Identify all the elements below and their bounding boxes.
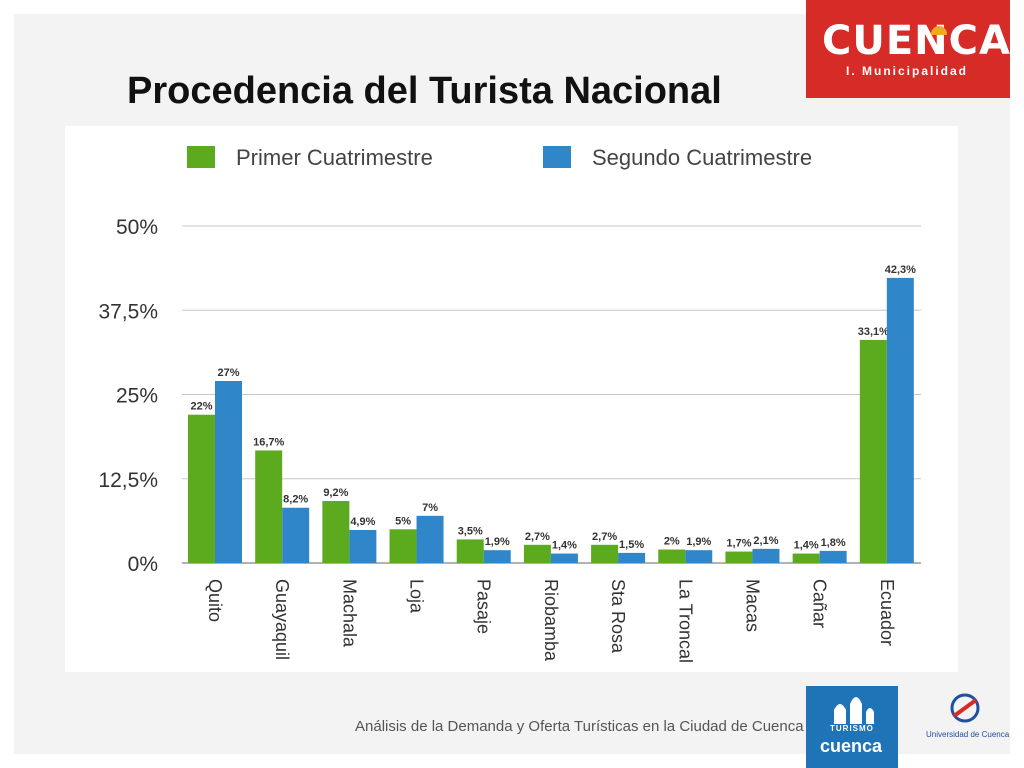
data-label: 2,7% [592,531,617,543]
x-tick-label: Cañar [810,579,830,628]
data-label: 27% [217,367,239,379]
brand-subtitle: I. Municipalidad [846,64,969,78]
footer-caption: Análisis de la Demanda y Oferta Turístic… [355,718,804,735]
bar-segundo [416,515,444,563]
data-label: 9,2% [323,487,348,499]
data-label: 2,1% [753,535,778,547]
data-label: 1,4% [794,540,819,552]
x-tick-label: Riobamba [541,579,561,662]
x-tick-label: Macas [742,579,762,632]
x-tick-label: Loja [407,579,427,614]
data-label: 1,9% [485,536,510,548]
bar-chart: 0% 12,5% 25% 37,5% 50% Primer Cuatrimestre Seg… [98,145,921,663]
bar-segundo [215,381,242,563]
data-label: 22% [190,401,212,413]
legend-swatch [543,146,571,168]
turismo-cuenca-logo: TURISMO cuenca [806,686,898,768]
legend-swatch [187,146,215,168]
bar-segundo [685,550,713,563]
data-label: 2,7% [525,531,550,543]
bar-segundo [349,529,377,563]
bar-primer [322,500,350,563]
universidad-cuenca-logo: Universidad de Cuenca [920,690,1010,750]
x-tick-label: Guayaquil [272,579,292,660]
bar-segundo [819,550,847,563]
brand-name: CUENCA [822,18,1011,64]
bar-primer [859,339,887,563]
data-label: 5% [395,515,411,527]
bar-primer [725,551,753,563]
legend-label: Primer Cuatrimestre [236,145,433,170]
data-label: 7% [422,502,438,514]
data-label: 33,1% [858,326,889,338]
bar-primer [389,529,417,563]
turismo-name: cuenca [820,736,883,756]
x-tick-label: Quito [205,579,225,622]
cuenca-logo: CUENCA I. Municipalidad [806,0,1010,98]
bar-segundo [886,277,914,563]
data-label: 1,9% [686,536,711,548]
chart-panel: 0% 12,5% 25% 37,5% 50% Primer Cuatrimestre Seg… [65,126,958,672]
data-label: 1,8% [821,537,846,549]
data-label: 2% [664,536,680,548]
university-emblem-icon [950,693,980,723]
legend-label: Segundo Cuatrimestre [592,145,812,170]
x-tick-label: La Troncal [675,579,695,663]
bar-segundo [618,552,646,563]
x-tick-label: Ecuador [877,579,897,646]
bar-segundo [550,553,578,563]
brand-dome-icon [931,26,947,35]
bar-segundo [483,550,511,563]
bar-segundo [752,548,780,563]
data-label: 4,9% [350,516,375,528]
y-tick-label: 25% [116,385,158,408]
bar-primer [456,539,484,563]
data-label: 16,7% [253,436,284,448]
bar-primer [523,544,551,563]
y-tick-label: 12,5% [98,469,158,492]
bar-primer [188,414,215,563]
bar-primer [792,553,820,563]
data-label: 42,3% [885,264,916,276]
x-tick-label: Machala [339,579,359,648]
bar-primer [591,544,619,563]
bar-segundo [282,507,310,563]
x-tick-label: Pasaje [474,579,494,634]
turismo-label: TURISMO [830,724,874,733]
data-label: 1,5% [619,539,644,551]
university-name: Universidad de Cuenca [926,730,1010,739]
cathedral-icon [834,697,874,724]
y-tick-label: 0% [128,553,158,576]
y-tick-label: 50% [116,216,158,239]
data-label: 8,2% [283,494,308,506]
slide-title: Procedencia del Turista Nacional [127,70,722,112]
data-label: 3,5% [458,525,483,537]
bar-primer [255,450,283,563]
y-tick-label: 37,5% [98,300,158,323]
x-tick-label: Sta Rosa [608,579,628,654]
data-label: 1,7% [726,538,751,550]
data-label: 1,4% [552,540,577,552]
bar-primer [658,549,686,563]
